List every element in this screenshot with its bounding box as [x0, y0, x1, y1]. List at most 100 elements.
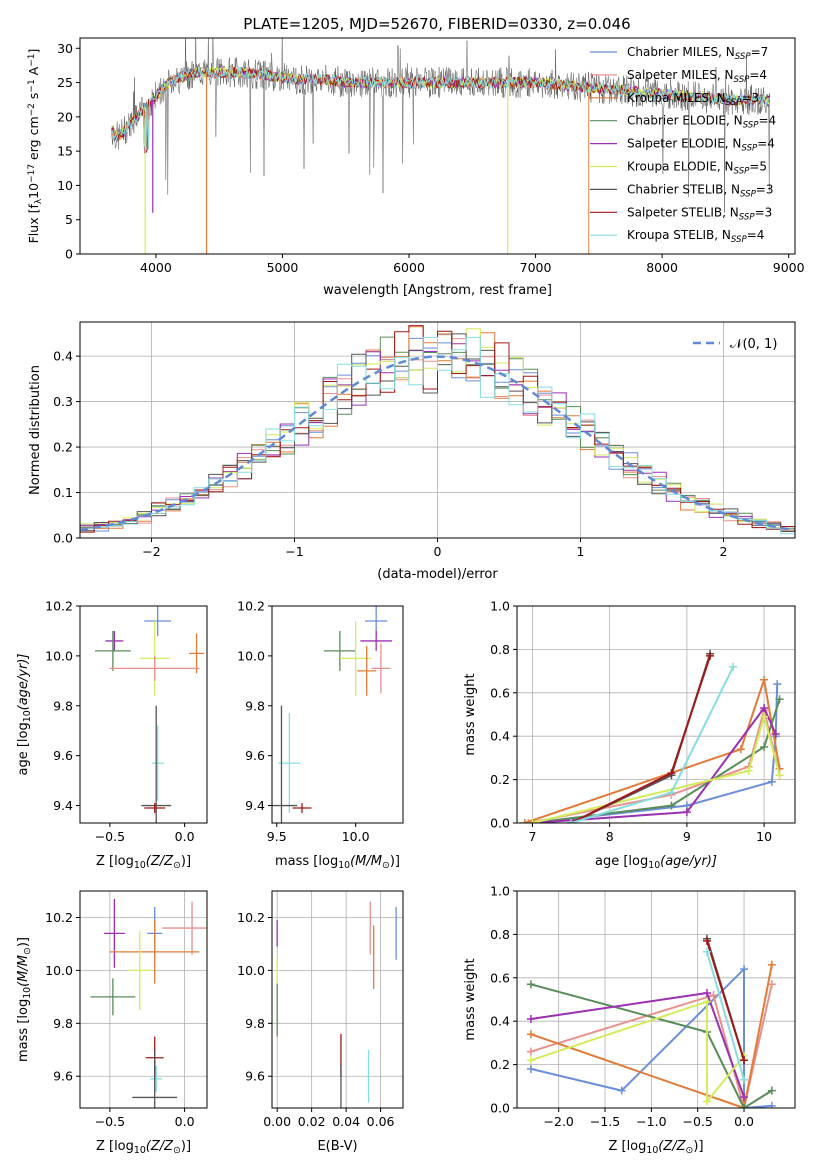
- y-tick-label: 10.2: [45, 910, 73, 925]
- legend-label: Salpeter ELODIE, NSSP=4: [627, 137, 775, 154]
- y-axis-label: mass weight: [463, 958, 478, 1040]
- x-tick-label: 7000: [520, 260, 552, 275]
- weight-marker: [729, 662, 738, 671]
- plot-area: [80, 325, 795, 535]
- y-tick-label: 1.0: [490, 884, 510, 899]
- legend-label: Salpeter STELIB, NSSP=3: [627, 205, 772, 222]
- y-tick-label: 0.0: [490, 1101, 510, 1116]
- y-tick-label: 0.6: [490, 970, 510, 985]
- legend-label: Kroupa STELIB, NSSP=4: [627, 228, 764, 245]
- y-tick-label: 0.2: [490, 772, 510, 787]
- weight-marker: [744, 766, 753, 775]
- y-tick-label: 0: [65, 247, 73, 262]
- weight-marker: [617, 1086, 626, 1095]
- x-tick-label: −1: [285, 544, 303, 559]
- x-axis-label: (data-model)/error: [377, 567, 498, 582]
- weight-marker: [771, 730, 780, 739]
- x-tick-label: −1.5: [590, 1114, 620, 1129]
- y-tick-label: 10.2: [45, 599, 73, 614]
- weight-line: [706, 951, 745, 1081]
- weight-line: [532, 698, 781, 823]
- weight-marker: [526, 980, 535, 989]
- y-tick-label: 0.1: [53, 485, 73, 500]
- y-axis-label: Flux [fλ10−17 erg cm−2 s−1 A−1]: [26, 49, 44, 244]
- weight-marker: [526, 1030, 535, 1039]
- weight-line: [532, 712, 781, 823]
- y-tick-label: 10.0: [237, 963, 265, 978]
- plot-area: [272, 606, 392, 823]
- axes-frame: [79, 605, 208, 824]
- x-tick-label: 0: [434, 544, 442, 559]
- plot-area: [526, 934, 776, 1108]
- x-tick-label: 8: [606, 829, 614, 844]
- legend-label: 𝒩(0, 1): [730, 337, 777, 352]
- weight-marker: [760, 743, 769, 752]
- weight-marker: [767, 1101, 776, 1108]
- weight-line: [530, 983, 773, 1108]
- weight-marker: [773, 680, 782, 689]
- weight-marker: [740, 965, 749, 974]
- weight-line: [532, 706, 777, 823]
- y-tick-label: 0.4: [53, 349, 73, 364]
- legend: Chabrier MILES, NSSP=7 Salpeter MILES, NS…: [590, 45, 776, 245]
- x-axis-label: E(B-V): [317, 1139, 357, 1154]
- x-tick-label: 0.04: [332, 1114, 360, 1129]
- weight-line: [530, 1000, 745, 1105]
- axes-frame: [79, 37, 796, 255]
- x-tick-label: −0.5: [95, 829, 125, 844]
- y-tick-label: 0.2: [53, 440, 73, 455]
- x-tick-label: −0.5: [95, 1114, 125, 1129]
- axes-frame: [516, 890, 796, 1109]
- weight-marker: [702, 997, 711, 1006]
- weight-marker: [667, 801, 676, 810]
- weight-marker: [775, 771, 784, 780]
- y-tick-label: 9.6: [53, 748, 73, 763]
- plot-area: [90, 898, 207, 1108]
- y-tick-label: 10.2: [237, 910, 265, 925]
- x-tick-label: 0.02: [298, 1114, 326, 1129]
- model-spectrum-line: [111, 65, 770, 143]
- weight-marker: [767, 1086, 776, 1095]
- x-tick-label: 9: [683, 829, 691, 844]
- x-tick-label: −2.0: [544, 1114, 574, 1129]
- axes-frame: [271, 605, 404, 824]
- y-tick-label: 0.8: [490, 642, 510, 657]
- y-tick-label: 0.6: [490, 685, 510, 700]
- weight-marker: [524, 819, 533, 823]
- legend-label: Chabrier STELIB, NSSP=3: [627, 182, 774, 199]
- y-tick-label: 0.0: [490, 816, 510, 831]
- y-tick-label: 0.4: [490, 1014, 510, 1029]
- weight-line: [532, 684, 779, 823]
- weight-marker: [706, 651, 715, 660]
- x-tick-label: 0.0: [175, 1114, 195, 1129]
- weight-marker: [526, 1056, 535, 1065]
- x-axis-label: Z [log10(Z/Z⊙)]: [96, 1139, 191, 1156]
- gaussian-reference-line: [80, 355, 795, 532]
- x-tick-label: 7: [528, 829, 536, 844]
- y-axis-label: mass weight: [463, 673, 478, 755]
- weight-marker: [775, 695, 784, 704]
- weight-marker: [526, 1064, 535, 1073]
- weight-marker: [702, 936, 711, 945]
- weight-marker: [702, 947, 711, 956]
- y-axis-label: age [log10(age/yr)]: [16, 654, 33, 776]
- y-tick-label: 9.4: [245, 798, 265, 813]
- legend-label: Kroupa MILES, NSSP=3: [627, 91, 759, 108]
- y-tick-label: 9.6: [53, 1069, 73, 1084]
- panel-spectrum: 4000 5000 6000 7000 8000 9000 0 5 10 15 20 25 30 wave…: [26, 37, 805, 298]
- x-tick-label: 1: [577, 544, 585, 559]
- panel-weight-vs-Z: −2.0 −1.5 −1.0 −0.5 0.0 0.0 0.2 0.4 0.6 0.8 1.0 Z […: [463, 884, 796, 1156]
- legend-label: Kroupa ELODIE, NSSP=5: [627, 160, 767, 177]
- legend-label: Chabrier MILES, NSSP=7: [627, 45, 768, 62]
- axes-frame: [271, 890, 404, 1109]
- panel-mass-vs-Z: −0.5 0.0 9.6 9.8 10.0 10.2 Z [log10(Z/Z⊙)] mass…: [16, 890, 208, 1156]
- plot-area: [520, 649, 784, 823]
- model-spectrum-line: [111, 66, 590, 254]
- y-tick-label: 9.8: [245, 1016, 265, 1031]
- plot-area: [94, 606, 205, 823]
- model-spectrum-line: [111, 66, 770, 150]
- weight-marker: [709, 991, 718, 1000]
- y-tick-label: 0.8: [490, 927, 510, 942]
- weight-marker: [526, 1015, 535, 1024]
